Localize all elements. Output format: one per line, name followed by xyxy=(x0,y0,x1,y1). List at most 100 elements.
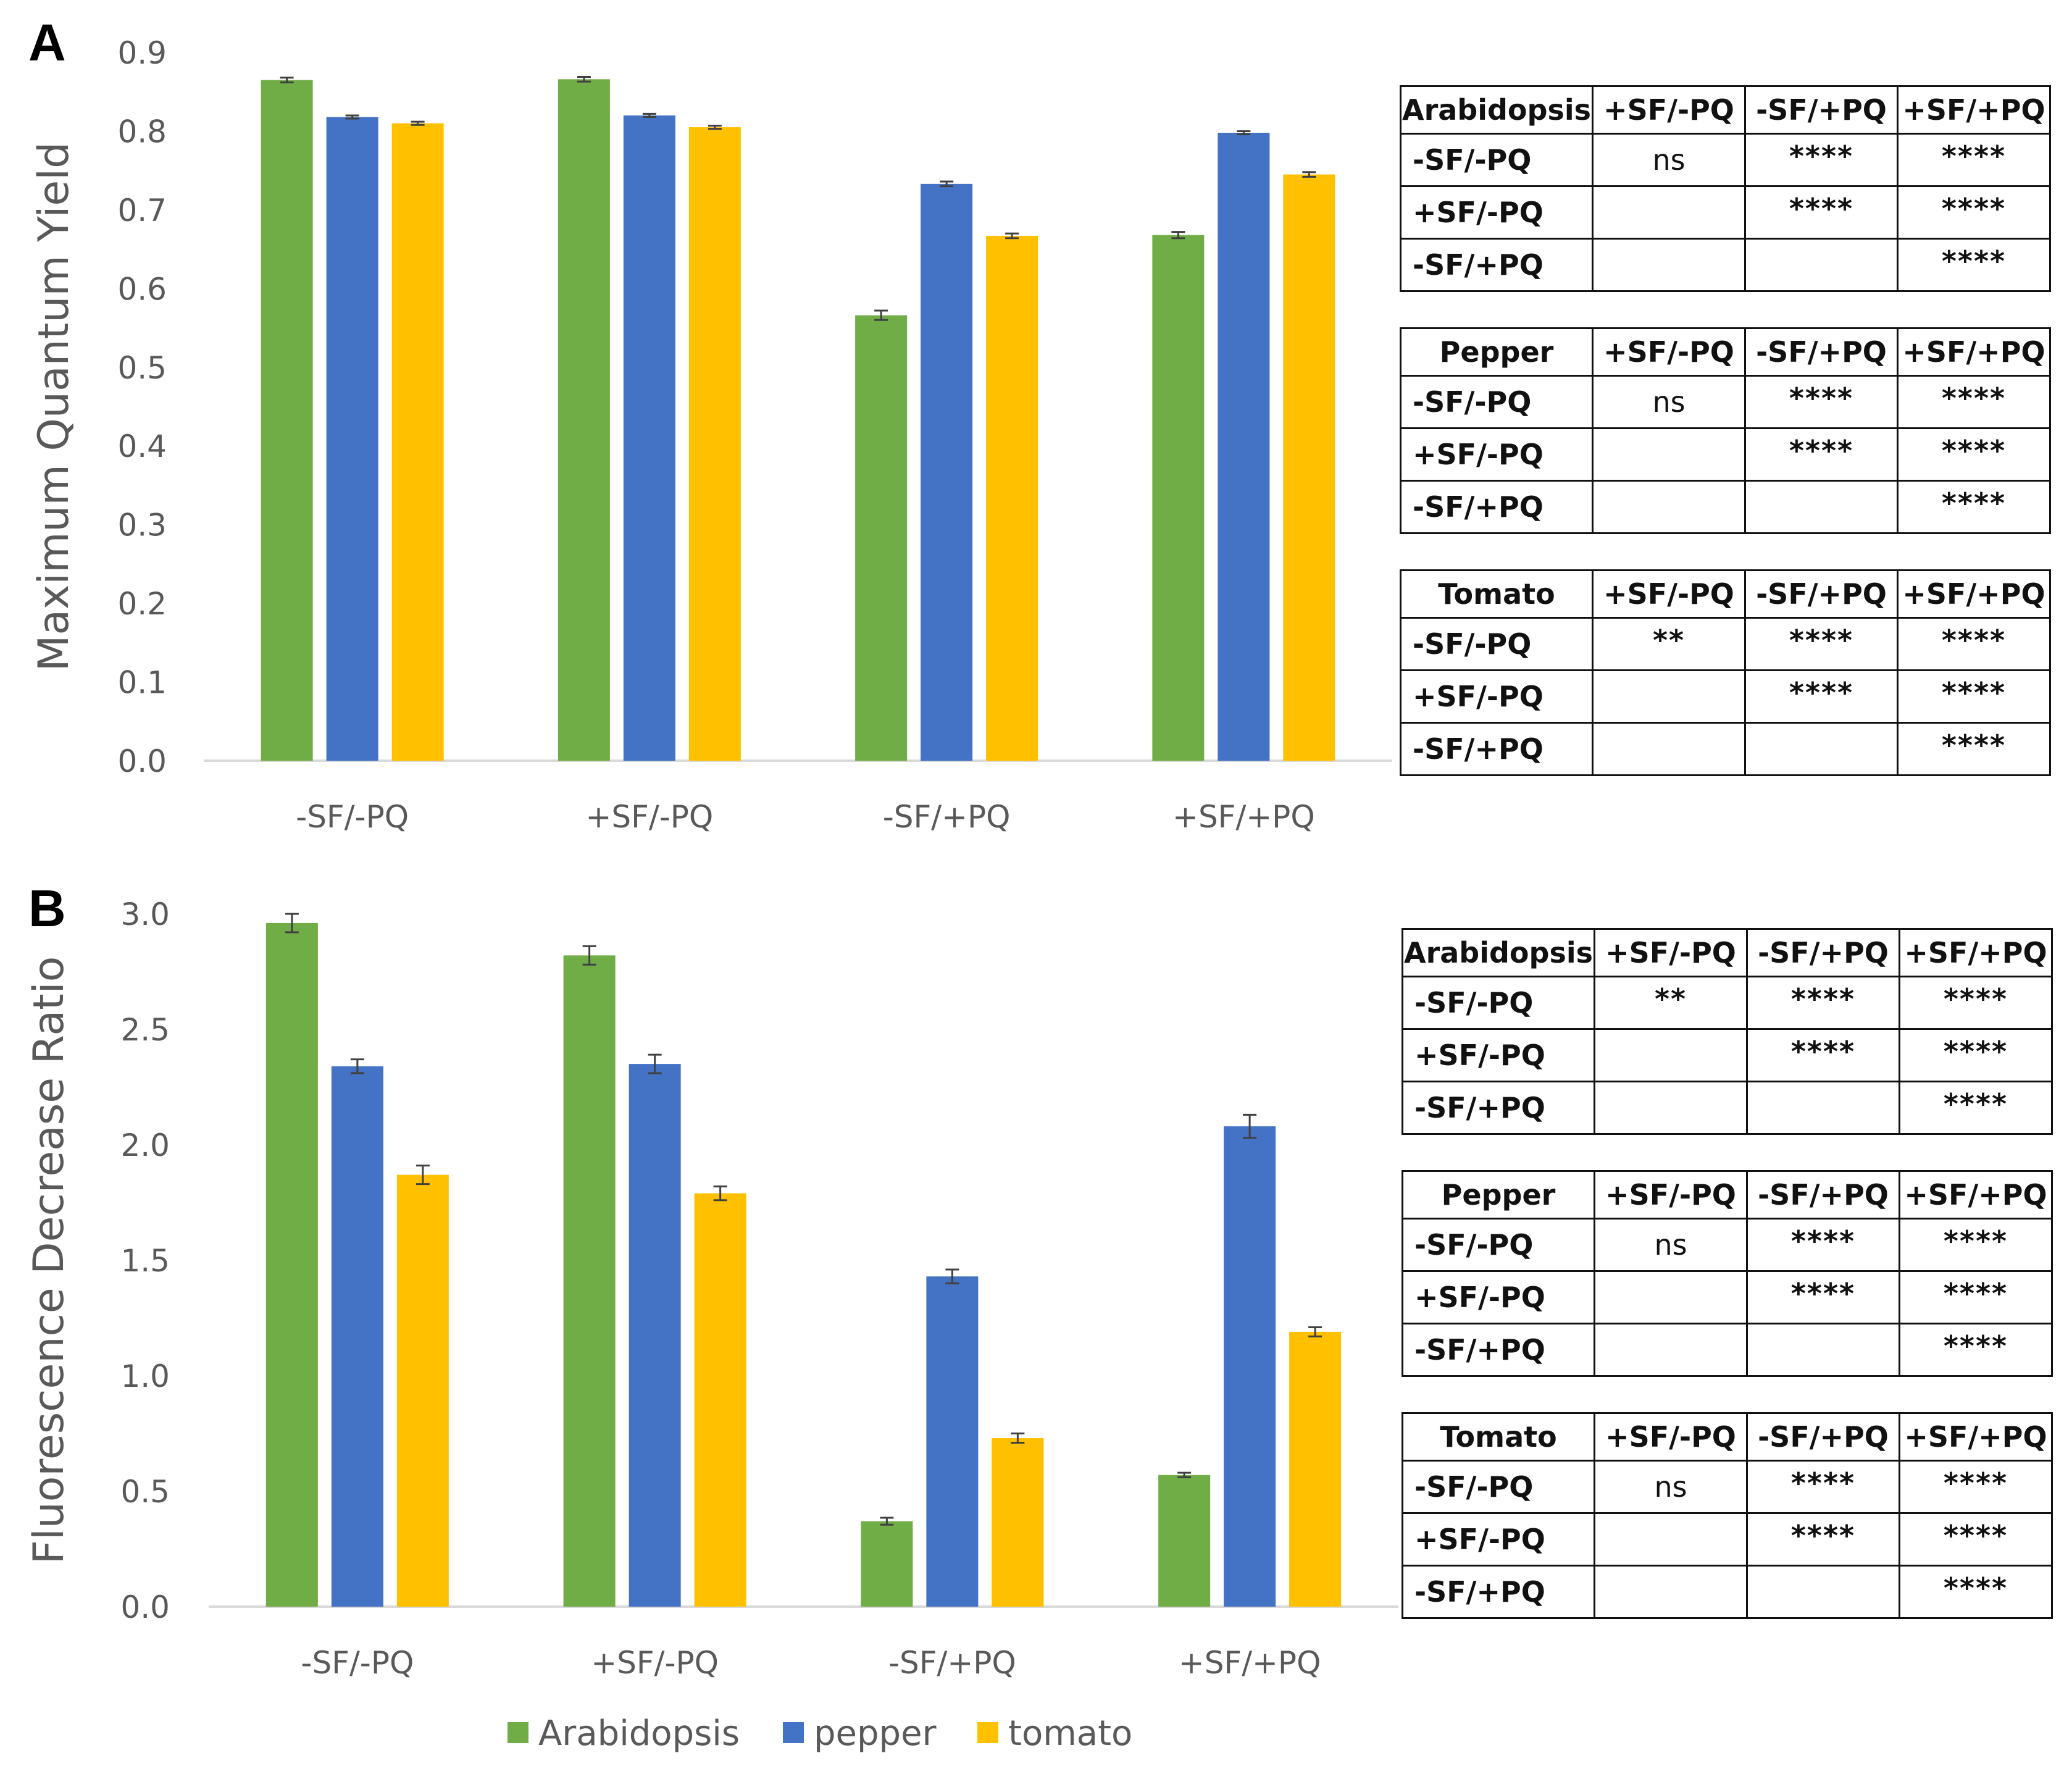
stat-table-pepper: Pepper +SF/-PQ -SF/+PQ +SF/+PQ -SF/-PQ ns ****… xyxy=(1400,327,2051,534)
stat-table-tomato: Tomato +SF/-PQ -SF/+PQ +SF/+PQ -SF/-PQ ** ****… xyxy=(1400,569,2051,776)
table-title: Arabidopsis xyxy=(1400,85,1594,135)
table-row-header: -SF/-PQ xyxy=(1400,375,1594,429)
table-cell: **** xyxy=(1744,133,1899,187)
x-tick-label: +SF/-PQ xyxy=(591,1645,719,1681)
table-column-header: -SF/+PQ xyxy=(1744,85,1899,135)
table-row: -SF/+PQ **** xyxy=(1402,1565,2053,1619)
table-cell xyxy=(1594,1028,1748,1082)
table-row: -SF/+PQ **** xyxy=(1402,1081,2053,1135)
x-tick-label: -SF/-PQ xyxy=(296,799,409,835)
bar-arabidopsis xyxy=(1152,235,1205,761)
bar-tomato xyxy=(986,235,1038,761)
table-column-header: +SF/-PQ xyxy=(1592,85,1746,135)
table-header-row: Arabidopsis +SF/-PQ -SF/+PQ +SF/+PQ xyxy=(1402,928,2053,977)
table-cell xyxy=(1592,669,1746,724)
table-cell: **** xyxy=(1897,133,2051,187)
stat-table-arabidopsis: Arabidopsis +SF/-PQ -SF/+PQ +SF/+PQ -SF/-PQ *… xyxy=(1402,928,2053,1135)
table-cell: **** xyxy=(1899,1081,2053,1135)
table-row: +SF/-PQ **** **** xyxy=(1402,1512,2053,1567)
legend-label: tomato xyxy=(1008,1713,1132,1754)
bar-arabidopsis xyxy=(1158,1475,1211,1607)
table-title: Arabidopsis xyxy=(1402,928,1595,977)
bar-tomato xyxy=(1289,1331,1342,1607)
bar-arabidopsis xyxy=(558,79,610,761)
legend-swatch xyxy=(508,1722,528,1743)
table-column-header: +SF/-PQ xyxy=(1594,1170,1748,1220)
table-cell: **** xyxy=(1897,617,2051,671)
chart-b: 0.0 0.5 1.0 1.5 2.0 2.5 3.0 Fluorescence Decrea… xyxy=(25,897,1398,1681)
x-tick-label: +SF/+PQ xyxy=(1179,1645,1321,1681)
table-cell: ns xyxy=(1592,375,1746,429)
table-cell xyxy=(1594,1323,1748,1377)
y-tick-label: 0.2 xyxy=(117,586,167,622)
table-row: +SF/-PQ **** **** xyxy=(1402,1028,2053,1082)
panel-b-letter: B xyxy=(28,879,66,937)
table-cell: **** xyxy=(1899,1565,2053,1619)
table-column-header: +SF/+PQ xyxy=(1899,1170,2053,1220)
table-cell: **** xyxy=(1899,1512,2053,1567)
table-cell: **** xyxy=(1746,1218,1900,1272)
bar-arabidopsis xyxy=(563,955,616,1607)
table-cell xyxy=(1592,480,1746,534)
table-cell xyxy=(1594,1081,1748,1135)
table-cell: **** xyxy=(1897,669,2051,724)
stat-table-pepper: Pepper +SF/-PQ -SF/+PQ +SF/+PQ -SF/-PQ ns ****… xyxy=(1402,1170,2053,1377)
table-row-header: -SF/-PQ xyxy=(1402,1218,1595,1272)
table-row-header: -SF/+PQ xyxy=(1402,1323,1595,1377)
table-title: Pepper xyxy=(1400,327,1594,377)
table-row: +SF/-PQ **** **** xyxy=(1400,669,2051,724)
table-row-header: -SF/+PQ xyxy=(1402,1081,1595,1135)
table-cell xyxy=(1594,1565,1748,1619)
table-cell: **** xyxy=(1746,1028,1900,1082)
table-column-header: +SF/-PQ xyxy=(1594,1412,1748,1462)
table-cell: **** xyxy=(1744,617,1899,671)
table-column-header: -SF/+PQ xyxy=(1746,1412,1900,1462)
table-row: -SF/-PQ ns **** **** xyxy=(1402,1218,2053,1272)
table-title: Pepper xyxy=(1402,1170,1595,1220)
table-cell: **** xyxy=(1899,1270,2053,1324)
table-cell xyxy=(1592,185,1746,240)
table-column-header: +SF/-PQ xyxy=(1592,327,1746,377)
table-header-row: Tomato +SF/-PQ -SF/+PQ +SF/+PQ xyxy=(1402,1412,2053,1462)
bar-pepper xyxy=(1224,1126,1276,1607)
table-cell: ns xyxy=(1592,133,1746,187)
table-header-row: Arabidopsis +SF/-PQ -SF/+PQ +SF/+PQ xyxy=(1400,85,2051,135)
table-row: -SF/+PQ **** xyxy=(1400,722,2051,776)
table-row: -SF/+PQ **** xyxy=(1400,480,2051,534)
panel-a-letter: A xyxy=(28,14,66,72)
table-cell xyxy=(1746,1081,1900,1135)
y-tick-label: 0.7 xyxy=(117,193,167,228)
x-tick-label: -SF/+PQ xyxy=(888,1645,1016,1681)
table-column-header: -SF/+PQ xyxy=(1746,928,1900,977)
table-cell xyxy=(1594,1512,1748,1567)
legend: Arabidopsis pepper tomato xyxy=(508,1713,1132,1754)
y-tick-label: 0.8 xyxy=(117,114,167,149)
table-cell: ** xyxy=(1594,976,1748,1030)
bar-tomato xyxy=(396,1174,449,1607)
y-tick-label: 0.0 xyxy=(117,743,167,779)
table-cell: ns xyxy=(1594,1460,1748,1514)
table-column-header: +SF/-PQ xyxy=(1594,928,1748,977)
bar-arabidopsis xyxy=(261,80,313,761)
y-tick-label: 2.5 xyxy=(120,1012,170,1048)
table-column-header: +SF/+PQ xyxy=(1899,1412,2053,1462)
table-cell: ** xyxy=(1592,617,1746,671)
table-column-header: -SF/+PQ xyxy=(1746,1170,1900,1220)
bar-pepper xyxy=(331,1066,383,1607)
table-row-header: -SF/+PQ xyxy=(1400,238,1594,292)
bar-pepper xyxy=(926,1276,979,1607)
bar-pepper xyxy=(629,1064,681,1607)
bar-tomato xyxy=(694,1193,746,1607)
legend-label: pepper xyxy=(814,1713,937,1754)
bar-tomato xyxy=(688,127,741,761)
table-column-header: +SF/+PQ xyxy=(1897,327,2051,377)
x-tick-label: -SF/-PQ xyxy=(301,1645,414,1681)
table-cell: **** xyxy=(1744,185,1899,240)
table-row-header: -SF/-PQ xyxy=(1402,976,1595,1030)
y-tick-label: 1.5 xyxy=(120,1243,170,1279)
y-tick-label: 0.4 xyxy=(117,429,167,464)
table-cell: **** xyxy=(1897,238,2051,292)
table-cell xyxy=(1746,1565,1900,1619)
table-cell xyxy=(1594,1270,1748,1324)
